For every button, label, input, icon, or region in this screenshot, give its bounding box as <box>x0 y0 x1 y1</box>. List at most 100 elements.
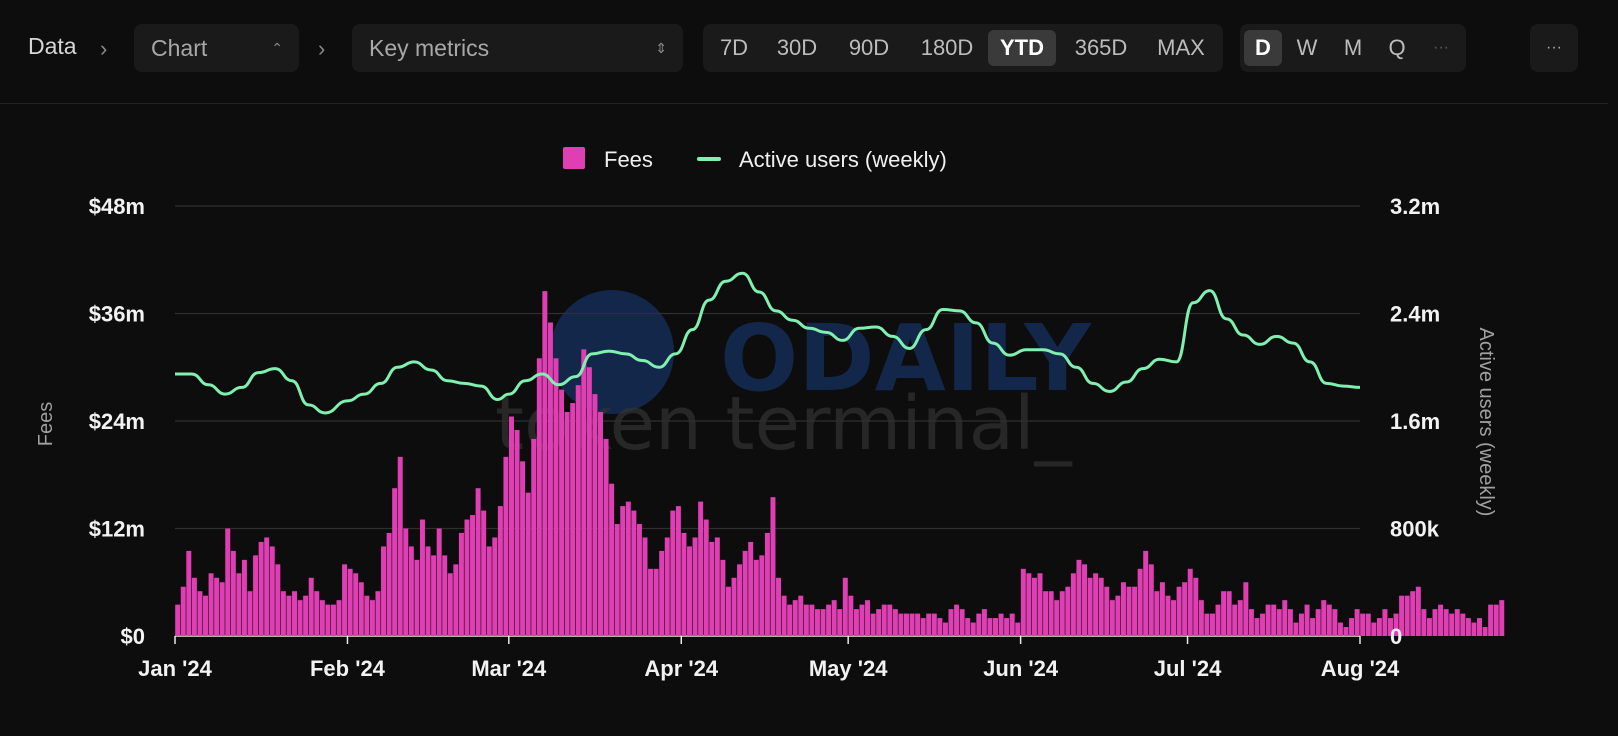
fees-bar <box>742 550 748 636</box>
y-left-axis-label: Fees <box>35 402 57 446</box>
fees-bar <box>197 591 203 636</box>
fees-bar <box>820 609 826 636</box>
fees-bar <box>1443 609 1449 636</box>
fees-bar <box>1148 564 1154 636</box>
fees-bar <box>1304 604 1310 636</box>
fees-bar <box>659 550 665 636</box>
fees-bar <box>336 600 342 636</box>
fees-bar <box>1471 622 1477 636</box>
fees-bar <box>993 618 998 636</box>
range-max-button[interactable]: MAX <box>1157 35 1205 60</box>
fees-bar <box>1421 609 1427 636</box>
fees-bar <box>1226 591 1232 636</box>
metric-select[interactable]: Key metrics ⇕ <box>352 24 683 72</box>
fees-bar <box>620 506 626 636</box>
fees-bar <box>954 604 960 636</box>
fees-bar <box>725 586 731 636</box>
fees-bar <box>892 609 898 636</box>
granularity-q-button[interactable]: Q <box>1388 35 1406 60</box>
y-right-tick-label: 1.6m <box>1390 409 1440 434</box>
fees-bar <box>909 613 915 636</box>
fees-bar <box>1415 586 1421 636</box>
fees-bar <box>542 291 548 636</box>
fees-bar <box>1315 609 1321 636</box>
fees-bar <box>514 429 520 636</box>
granularity-m-button[interactable]: M <box>1343 35 1363 60</box>
fees-bar <box>358 582 364 636</box>
fees-bar <box>1354 609 1360 636</box>
fees-bar <box>1371 622 1377 636</box>
fees-bar <box>776 577 782 636</box>
fees-bar <box>859 604 865 636</box>
fees-bar <box>1031 577 1037 636</box>
fees-bar <box>419 519 425 636</box>
granularity-overflow-button[interactable]: ··· <box>1433 39 1449 56</box>
range-365d-button[interactable]: 365D <box>1074 35 1128 60</box>
more-options-button[interactable]: ··· <box>1530 24 1578 72</box>
fees-bar <box>369 600 375 636</box>
fees-bar <box>403 528 409 636</box>
fees-bar <box>436 528 442 636</box>
breadcrumb-root[interactable]: Data <box>28 33 77 59</box>
fees-bar <box>1293 622 1299 636</box>
fees-bar <box>503 456 509 636</box>
fees-bar <box>264 537 270 636</box>
fees-bar <box>1154 591 1160 636</box>
fees-bar <box>931 613 937 636</box>
fees-bar <box>236 573 242 636</box>
fees-bar <box>297 600 303 636</box>
fees-bar <box>887 604 893 636</box>
fees-bar <box>1482 627 1488 636</box>
fees-bar <box>586 367 592 636</box>
fees-bar <box>364 595 370 636</box>
fees-bar <box>375 591 381 636</box>
fees-bar <box>1337 622 1343 636</box>
fees-bar <box>1282 600 1288 636</box>
granularity-w-button[interactable]: W <box>1296 35 1318 60</box>
fees-bar <box>1465 618 1471 636</box>
granularity-d-button[interactable]: D <box>1244 30 1282 66</box>
fees-bar <box>241 559 247 636</box>
fees-bar <box>1104 586 1110 636</box>
fees-bar <box>853 609 859 636</box>
fees-bar <box>865 600 871 636</box>
fees-bar <box>1343 627 1349 636</box>
fees-bar <box>258 541 264 636</box>
fees-bar <box>681 532 687 636</box>
fees-bar <box>1070 573 1076 636</box>
fees-users-chart: ODAILY token terminal_ Fees Active users… <box>35 147 1505 681</box>
fees-bar <box>431 555 437 636</box>
fees-bar <box>1365 613 1371 636</box>
fees-bar <box>225 528 231 636</box>
range-90d-button[interactable]: 90D <box>848 35 890 60</box>
range-30d-button[interactable]: 30D <box>776 35 818 60</box>
fees-bar <box>464 519 470 636</box>
fees-bar <box>1321 600 1327 636</box>
fees-bar <box>826 604 832 636</box>
fees-bar <box>970 622 976 636</box>
fees-bar <box>1132 586 1138 636</box>
x-tick-label: Jul '24 <box>1154 656 1222 681</box>
chevron-right-icon: › <box>100 36 108 61</box>
fees-bar <box>1265 604 1271 636</box>
range-ytd-button[interactable]: YTD <box>988 30 1056 66</box>
fees-bar <box>1393 613 1399 636</box>
range-7d-button[interactable]: 7D <box>719 35 749 60</box>
fees-bar <box>1048 591 1054 636</box>
fees-bar <box>1159 582 1165 636</box>
fees-bar <box>1204 613 1210 636</box>
fees-bar <box>392 488 398 636</box>
view-select[interactable]: Chart ⌃ <box>134 24 299 72</box>
fees-bar <box>631 510 637 636</box>
fees-bar <box>442 555 448 636</box>
fees-bar <box>1020 568 1026 636</box>
legend: Fees Active users (weekly) <box>563 147 947 172</box>
fees-bar <box>1193 577 1199 636</box>
fees-bar <box>208 573 214 636</box>
fees-bar <box>1404 595 1410 636</box>
fees-bar <box>653 568 659 636</box>
fees-bar <box>687 546 692 636</box>
fees-bar <box>214 577 220 636</box>
fees-bar <box>1399 595 1405 636</box>
range-180d-button[interactable]: 180D <box>920 35 974 60</box>
